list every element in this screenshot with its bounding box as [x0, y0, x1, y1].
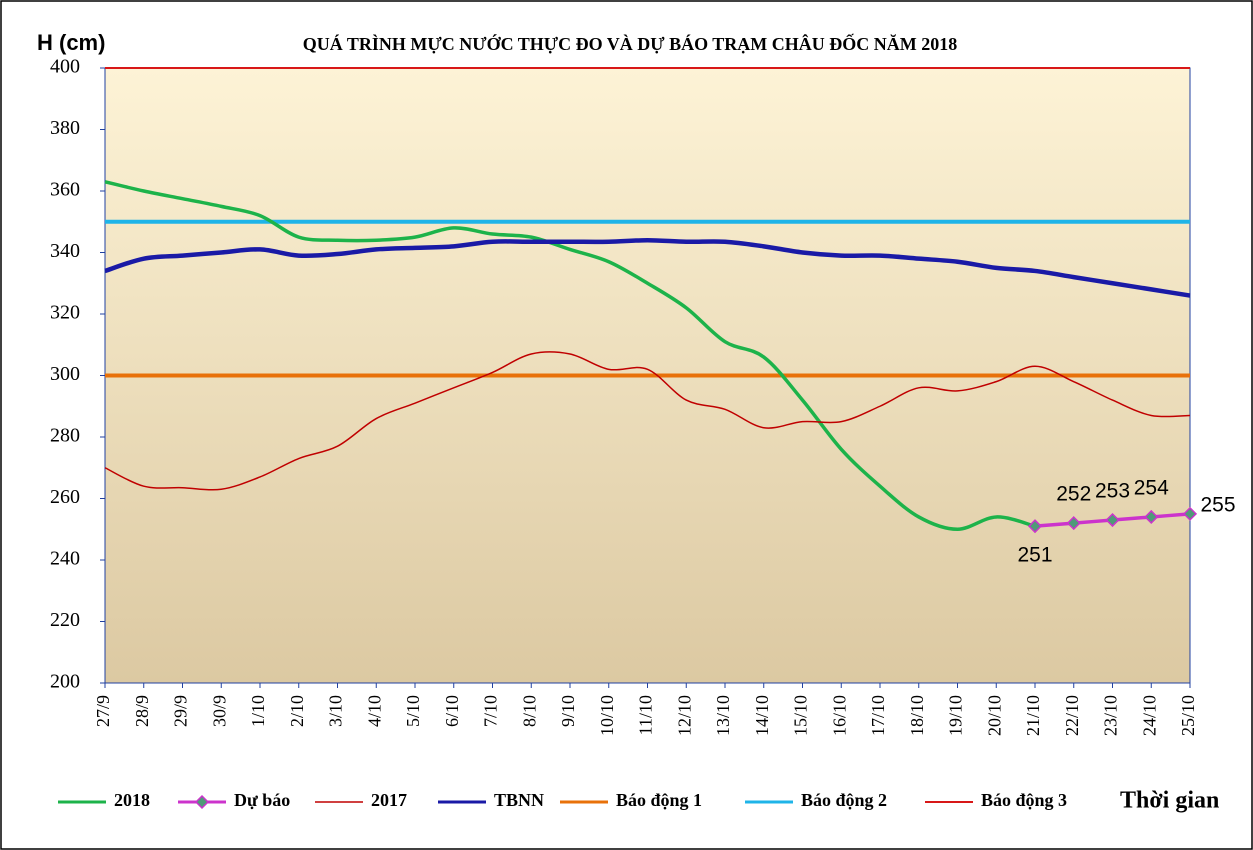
y-tick-label: 380 — [50, 117, 80, 139]
data-label: 252 — [1056, 483, 1091, 506]
x-tick-label: 8/10 — [519, 695, 539, 727]
x-tick-label: 27/9 — [93, 695, 113, 727]
x-tick-label: 5/10 — [403, 695, 423, 727]
x-tick-label: 23/10 — [1101, 695, 1121, 736]
legend-label: Dự báo — [234, 790, 290, 810]
marker — [1027, 519, 1043, 534]
y-tick-label: 200 — [50, 671, 80, 693]
legend-label: 2017 — [371, 790, 407, 810]
marker — [1182, 506, 1198, 521]
x-tick-label: 13/10 — [713, 695, 733, 736]
x-tick-label: 22/10 — [1062, 695, 1082, 736]
x-tick-label: 12/10 — [674, 695, 694, 736]
x-tick-label: 17/10 — [868, 695, 888, 736]
legend-label: Báo động 2 — [801, 790, 887, 810]
marker — [1144, 509, 1159, 525]
y-tick-label: 240 — [50, 548, 80, 570]
x-tick-label: 25/10 — [1178, 695, 1198, 736]
data-label: 253 — [1095, 480, 1130, 503]
x-tick-label: 20/10 — [984, 695, 1004, 736]
x-tick-label: 14/10 — [752, 695, 772, 736]
marker — [1105, 512, 1120, 528]
series-line — [104, 351, 1191, 491]
x-tick-label: 10/10 — [597, 695, 617, 736]
y-axis-label: H (cm) — [37, 30, 105, 55]
y-tick-label: 400 — [50, 56, 80, 78]
y-tick-label: 280 — [50, 425, 80, 447]
x-axis-label: Thời gian — [1120, 788, 1219, 814]
x-tick-label: 21/10 — [1023, 695, 1043, 736]
marker — [1066, 516, 1081, 531]
series-line — [104, 180, 1036, 532]
data-label: 255 — [1200, 493, 1235, 516]
x-tick-label: 2/10 — [287, 695, 307, 727]
x-tick-label: 15/10 — [791, 695, 811, 736]
y-tick-label: 320 — [50, 302, 80, 324]
data-label: 251 — [1017, 544, 1052, 567]
data-label: 254 — [1134, 476, 1169, 499]
x-tick-label: 3/10 — [326, 695, 346, 727]
x-tick-label: 6/10 — [442, 695, 462, 727]
x-tick-label: 19/10 — [946, 695, 966, 736]
legend-marker — [194, 794, 210, 810]
legend-label: 2018 — [114, 790, 150, 810]
chart-title: QUÁ TRÌNH MỰC NƯỚC THỰC ĐO VÀ DỰ BÁO TRẠ… — [303, 33, 958, 54]
y-tick-label: 220 — [50, 609, 80, 631]
x-tick-label: 7/10 — [481, 695, 501, 727]
x-tick-label: 30/9 — [209, 695, 229, 727]
x-tick-label: 16/10 — [829, 695, 849, 736]
x-tick-label: 18/10 — [907, 695, 927, 736]
y-tick-label: 340 — [50, 240, 80, 262]
y-tick-label: 300 — [50, 363, 80, 385]
series-line — [104, 237, 1191, 298]
x-tick-label: 9/10 — [558, 695, 578, 727]
legend-label: Báo động 3 — [981, 790, 1067, 810]
legend-label: TBNN — [494, 790, 544, 810]
y-tick-label: 360 — [50, 179, 80, 201]
x-tick-label: 28/9 — [132, 695, 152, 727]
x-tick-label: 4/10 — [364, 695, 384, 727]
x-tick-label: 1/10 — [248, 695, 268, 727]
x-tick-label: 24/10 — [1139, 695, 1159, 736]
x-tick-label: 29/9 — [171, 695, 191, 727]
y-tick-label: 260 — [50, 486, 80, 508]
legend-label: Báo động 1 — [616, 790, 702, 810]
x-tick-label: 11/10 — [636, 695, 656, 735]
